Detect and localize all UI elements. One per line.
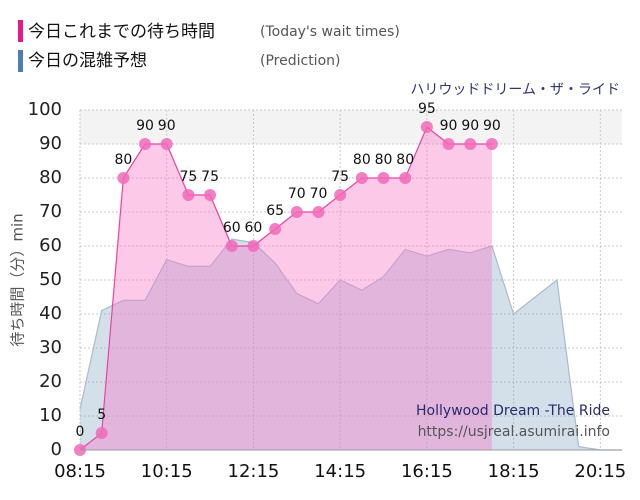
data-point (290, 206, 303, 218)
data-point (377, 172, 390, 184)
legend-swatch (18, 50, 23, 72)
data-label: 90 (440, 118, 458, 134)
data-point (160, 138, 173, 150)
legend-sublabel: (Prediction) (260, 53, 340, 69)
data-label: 0 (76, 424, 85, 440)
legend-swatch (18, 20, 23, 42)
x-tick-label: 12:15 (228, 461, 280, 482)
data-label: 90 (483, 118, 501, 134)
y-axis-label: 待ち時間（分）min (9, 213, 27, 346)
data-label: 70 (310, 186, 328, 202)
data-label: 75 (179, 169, 197, 185)
data-label: 60 (223, 220, 241, 236)
y-tick-label: 30 (39, 337, 62, 358)
x-tick-label: 10:15 (141, 461, 193, 482)
data-point (420, 121, 433, 133)
data-label: 95 (418, 101, 436, 117)
data-label: 65 (266, 203, 284, 219)
series-area (80, 127, 492, 450)
data-point (269, 223, 282, 235)
watermark: Hollywood Dream -The Ride (416, 403, 610, 419)
series-area (80, 239, 622, 450)
y-tick-label: 40 (39, 303, 62, 324)
data-label: 80 (114, 152, 132, 168)
data-label: 75 (201, 169, 219, 185)
data-label: 80 (375, 152, 393, 168)
y-tick-label: 90 (39, 133, 62, 154)
data-point (225, 240, 238, 252)
data-label: 75 (331, 169, 349, 185)
data-label: 60 (245, 220, 263, 236)
x-tick-label: 18:15 (488, 461, 540, 482)
y-tick-label: 80 (39, 167, 62, 188)
y-tick-label: 70 (39, 201, 62, 222)
data-label: 90 (136, 118, 154, 134)
data-label: 5 (97, 407, 106, 423)
x-tick-label: 14:15 (314, 461, 366, 482)
y-tick-label: 20 (39, 371, 62, 392)
data-label: 70 (288, 186, 306, 202)
data-label: 80 (353, 152, 371, 168)
legend-label: 今日の混雑予想 (28, 51, 147, 71)
chart-title: ハリウッドドリーム・ザ・ライド (410, 82, 620, 98)
legend-sublabel: (Today's wait times) (260, 24, 400, 40)
plot-top-band (80, 110, 622, 144)
x-tick-label: 08:15 (54, 461, 106, 482)
data-point (442, 138, 455, 150)
data-point (204, 189, 217, 201)
y-tick-label: 50 (39, 269, 62, 290)
x-tick-label: 16:15 (401, 461, 453, 482)
data-label: 90 (158, 118, 176, 134)
data-point (182, 189, 195, 201)
data-point (117, 172, 130, 184)
data-point (355, 172, 368, 184)
data-point (399, 172, 412, 184)
watermark: https://usjreal.asumirai.info (418, 424, 610, 440)
data-point (139, 138, 152, 150)
series-line (79, 238, 622, 451)
data-point (312, 206, 325, 218)
y-tick-label: 10 (39, 405, 62, 426)
data-point (247, 240, 260, 252)
y-tick-label: 100 (28, 99, 62, 120)
data-point (464, 138, 477, 150)
data-point (485, 138, 498, 150)
x-tick-label: 20:15 (574, 461, 626, 482)
data-label: 90 (461, 118, 479, 134)
y-tick-label: 0 (51, 439, 62, 460)
data-point (334, 189, 347, 201)
legend-label: 今日これまでの待ち時間 (28, 22, 215, 42)
y-tick-label: 60 (39, 235, 62, 256)
data-label: 80 (396, 152, 414, 168)
data-point (95, 427, 108, 439)
